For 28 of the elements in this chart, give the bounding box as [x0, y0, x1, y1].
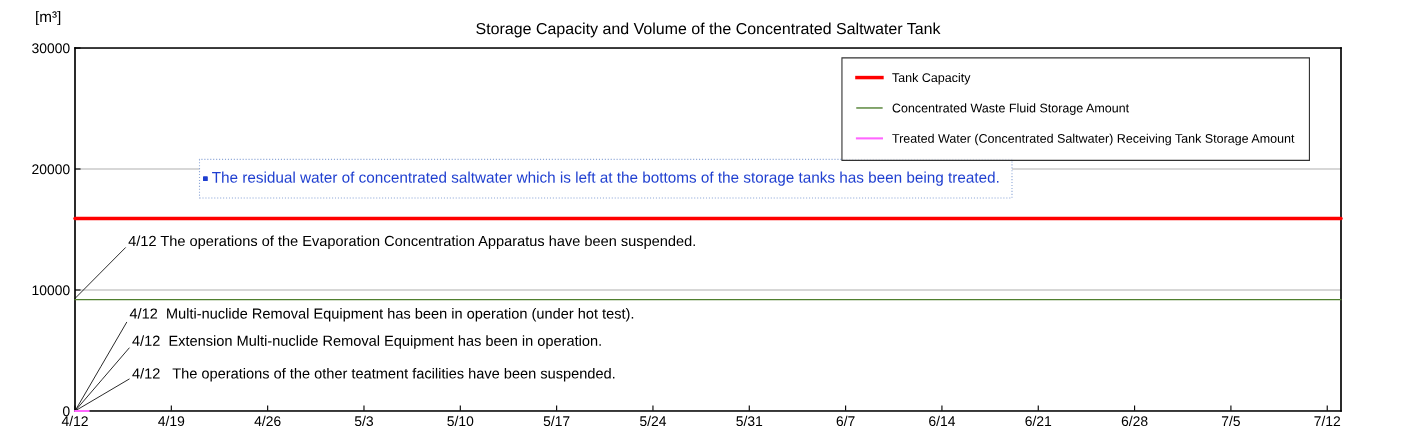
x-tick-label: 5/24 — [640, 415, 667, 427]
x-tick-label: 4/12 — [61, 415, 88, 427]
annotation: 4/12 Multi-nuclide Removal Equipment has been in operation (under hot test). — [129, 308, 634, 322]
y-axis-title: [m³] — [36, 10, 61, 26]
x-tick-label: 4/19 — [158, 415, 185, 427]
x-tick-label: 6/7 — [836, 415, 855, 427]
y-tick-label: 20000 — [32, 164, 70, 175]
legend-label: Tank Capacity — [892, 72, 971, 85]
x-tick-label: 5/10 — [447, 415, 474, 427]
annotation: 4/12 The operations of the Evaporation Concentration Apparatus have been suspended. — [128, 235, 695, 249]
annotation: 4/12 The operations of the other teatment facilities have been suspended. — [132, 367, 615, 382]
y-tick-label: 10000 — [32, 285, 70, 296]
chart-title: Storage Capacity and Volume of the Concentrated Saltwater Tank — [476, 22, 941, 38]
x-tick-label: 5/17 — [543, 415, 570, 427]
x-tick-label: 7/5 — [1221, 415, 1240, 427]
x-tick-label: 4/26 — [254, 415, 281, 427]
legend-label: Concentrated Waste Fluid Storage Amount — [892, 103, 1130, 115]
annotation: The residual water of concentrated saltwater which is left at the bottoms of the storage tanks has been being treated. — [212, 171, 999, 186]
x-tick-label: 5/31 — [736, 415, 763, 427]
annotation: 4/12 Extension Multi-nuclide Removal Equipment has been in operation. — [132, 335, 601, 349]
x-tick-label: 6/28 — [1121, 415, 1148, 427]
x-tick-label: 6/14 — [929, 415, 956, 427]
y-tick-label: 0 — [62, 406, 70, 417]
x-tick-label: 7/12 — [1314, 415, 1341, 427]
legend-label: Treated Water (Concentrated Saltwater) Receiving Tank Storage Amount — [892, 133, 1295, 146]
x-tick-label: 6/21 — [1025, 415, 1052, 427]
y-tick-label: 30000 — [32, 43, 70, 54]
x-tick-label: 5/3 — [354, 415, 374, 427]
